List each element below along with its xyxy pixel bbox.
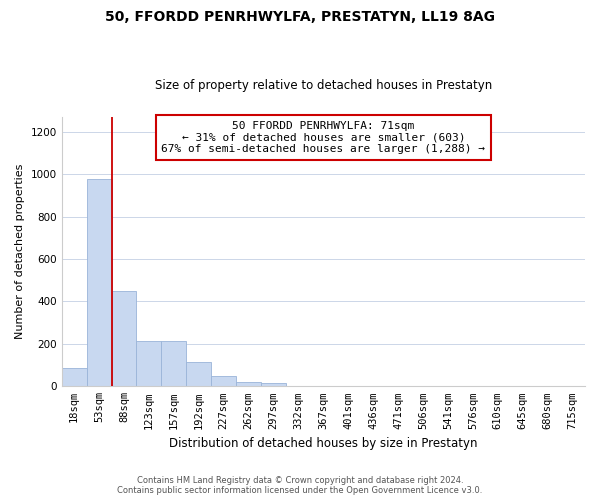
X-axis label: Distribution of detached houses by size in Prestatyn: Distribution of detached houses by size … bbox=[169, 437, 478, 450]
Bar bbox=[62, 368, 86, 386]
Bar bbox=[211, 376, 236, 386]
Y-axis label: Number of detached properties: Number of detached properties bbox=[15, 164, 25, 339]
Bar bbox=[136, 340, 161, 386]
Bar bbox=[236, 382, 261, 386]
Title: Size of property relative to detached houses in Prestatyn: Size of property relative to detached ho… bbox=[155, 79, 492, 92]
Bar bbox=[86, 180, 112, 386]
Text: 50, FFORDD PENRHWYLFA, PRESTATYN, LL19 8AG: 50, FFORDD PENRHWYLFA, PRESTATYN, LL19 8… bbox=[105, 10, 495, 24]
Bar bbox=[261, 383, 286, 386]
Bar bbox=[161, 340, 186, 386]
Text: 50 FFORDD PENRHWYLFA: 71sqm
← 31% of detached houses are smaller (603)
67% of se: 50 FFORDD PENRHWYLFA: 71sqm ← 31% of det… bbox=[161, 121, 485, 154]
Text: Contains HM Land Registry data © Crown copyright and database right 2024.
Contai: Contains HM Land Registry data © Crown c… bbox=[118, 476, 482, 495]
Bar bbox=[186, 362, 211, 386]
Bar bbox=[112, 291, 136, 386]
